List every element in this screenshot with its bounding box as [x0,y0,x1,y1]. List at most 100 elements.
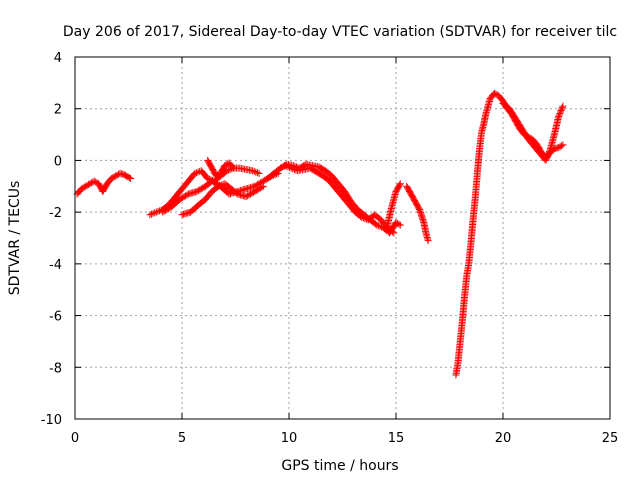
data-point [163,206,171,214]
data-point [148,210,156,218]
series-arc-10 [452,89,567,379]
data-point [396,221,404,229]
data-point [249,167,257,175]
data-point [389,228,397,236]
y-tick-label: -10 [41,413,62,428]
data-point [556,110,564,118]
data-point [542,156,550,164]
data-point [393,219,401,227]
data-point [77,185,85,193]
y-tick-label: -4 [49,258,62,273]
data-point [209,178,217,186]
data-point [249,188,257,196]
data-point [229,164,237,172]
data-point [371,220,379,228]
data-point [258,183,266,191]
data-point [255,185,263,193]
series-arc-9 [403,182,432,245]
data-point [221,162,229,170]
data-point [86,180,94,188]
data-point [193,187,201,195]
data-point [90,177,98,185]
data-point [159,208,167,216]
data-point [256,184,264,192]
data-point [154,207,162,215]
data-point [544,151,552,159]
data-point [284,163,292,171]
grid-lines [75,57,610,419]
data-point [374,222,382,230]
data-point [555,144,563,151]
data-point [208,177,216,185]
data-point [259,182,267,190]
data-point [162,206,170,214]
plot-axes [74,56,611,420]
data-point [252,187,260,195]
data-point [228,163,236,171]
y-tick-label: -8 [49,361,62,376]
data-point [545,149,553,157]
data-point [212,172,220,180]
y-tick-label: -6 [49,310,62,325]
chart-title: Day 206 of 2017, Sidereal Day-to-day VTE… [63,24,617,40]
data-point [287,164,295,172]
data-point [490,89,498,97]
x-tick-label: 10 [281,431,298,446]
data-point [242,193,250,201]
data-point [250,167,258,175]
x-tick-label: 25 [602,431,619,446]
data-point [555,111,563,119]
data-point [214,182,222,190]
data-point [396,181,404,189]
data-point [359,214,367,222]
data-point [177,194,185,202]
y-tick-label: -2 [49,206,62,221]
data-point [281,162,289,170]
data-point [107,175,115,183]
data-point [543,153,551,161]
data-point [286,164,294,172]
data-point [151,209,159,217]
data-point [373,221,381,229]
data-point [164,205,172,213]
series-arc-4 [178,180,267,219]
data-point [191,169,199,177]
data-point [246,190,254,198]
data-point [253,169,261,177]
x-tick-label: 5 [178,431,186,446]
data-point [392,218,400,226]
data-point [557,107,565,115]
data-point [179,193,187,201]
y-axis-label: SDTVAR / TECUs [7,181,23,296]
data-point [83,181,91,189]
x-tick-label: 20 [495,431,512,446]
series-arc-8 [383,180,404,229]
data-point [395,220,403,228]
data-point [182,192,190,200]
data-point [544,152,552,160]
x-tick-label: 0 [71,431,79,446]
data-point [255,169,263,177]
x-tick-label: 15 [388,431,405,446]
data-point [213,183,221,191]
data-point [248,189,256,197]
data-point [211,179,219,187]
data-point [290,165,298,173]
series-arc-5 [204,156,237,180]
y-tick-label: 4 [54,51,62,66]
data-point [376,222,384,230]
data-point [424,237,432,245]
data-point [79,184,87,192]
data-point [555,112,563,120]
data-point [183,191,191,199]
data-point [358,213,366,221]
data-point [261,176,269,184]
data-point [152,208,160,216]
data-point [542,155,550,163]
data-point [245,191,253,199]
data-point [127,175,135,183]
data-point [180,193,188,201]
series-arc-1 [73,169,135,198]
data-point [556,143,564,151]
